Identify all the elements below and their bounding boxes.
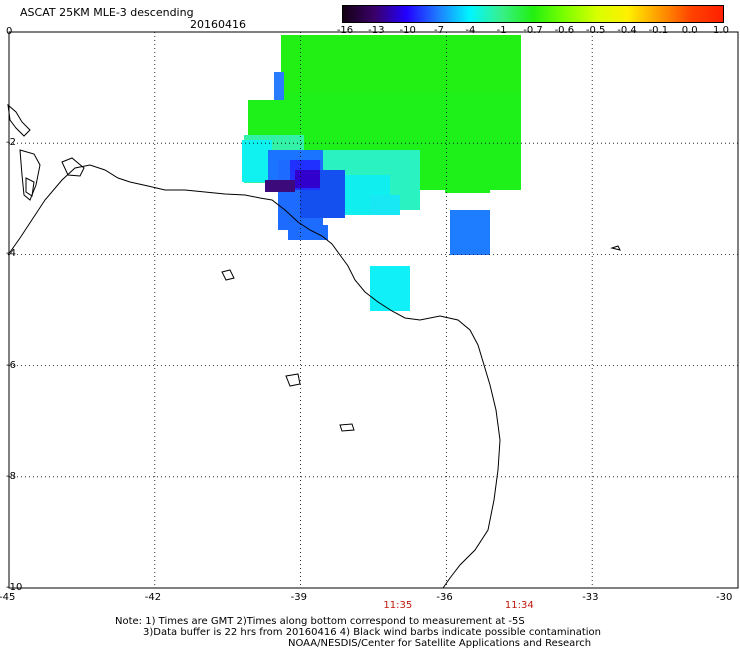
longitude-tick-label: -30 [716,592,733,603]
swath-cell [242,140,272,182]
swath-cell [450,210,490,255]
coastline [7,103,621,589]
product-title: ASCAT 25KM MLE-3 descending [20,6,194,19]
swath-cell [265,180,295,192]
swath-cell [288,225,328,240]
latitude-tick-label: 0 [6,26,13,37]
colorbar-tick-label: -13 [368,25,385,36]
data-swath [242,35,521,311]
pass-time-label: 11:34 [504,600,534,611]
coastline-island [7,103,31,137]
latitude-tick-label: -8 [6,470,16,482]
longitude-tick-label: -45 [0,592,16,603]
latitude-tick-label: -4 [6,248,16,260]
product-date: 20160416 [190,18,246,31]
coastline-island [610,245,621,251]
colorbar-tick-label: -10 [399,25,416,36]
note-line-1: Note: 1) Times are GMT 2)Times along bot… [115,616,525,627]
colorbar-tick-label: -0.6 [554,25,575,36]
map-frame [8,31,739,589]
swath-cell [370,266,410,311]
longitude-tick-label: -33 [582,592,599,603]
colorbar-tick-label: -0.7 [523,25,543,36]
swath-cell [370,195,400,215]
swath-cell [274,72,284,100]
longitude-tick-label: -42 [144,592,162,603]
coastline-island [61,157,85,177]
colorbar-tick-label: -0.4 [617,25,637,36]
note-line-3: NOAA/NESDIS/Center for Satellite Applica… [288,638,592,649]
latitude-tick-label: -6 [6,359,16,371]
latitude-tick-label: -10 [6,582,23,593]
longitude-tick-label: -39 [290,592,307,603]
colorbar-tick-label: -1 [496,25,507,36]
coastline-island [339,423,355,432]
coastline-island [221,269,235,281]
coastline-mainland [7,164,501,589]
colorbar-tick-label: -4 [465,25,476,36]
colorbar-tick-label: -16 [336,25,354,36]
colorbar-tick-label: 0.0 [681,25,698,36]
colorbar-tick-label: -7 [434,25,444,36]
colorbar-tick-label: 1.0 [713,25,729,36]
coastline-island [19,149,41,201]
pass-time-label: 11:35 [383,600,413,611]
swath-cell [248,100,281,140]
swath-cell [445,185,490,193]
swath-cell [281,35,521,93]
note-line-2: 3)Data buffer is 22 hrs from 20160416 4)… [143,627,601,638]
colorbar-tick-label: -0.5 [585,25,606,36]
colorbar-tick-label: -0.1 [648,25,669,36]
swath-cell [295,170,320,188]
coastline-island [285,373,301,387]
colorbar [342,5,724,23]
coastline-island [25,177,35,197]
map-plot [7,31,739,589]
swath-cell [452,150,514,186]
latitude-tick-label: -2 [6,137,16,149]
longitude-tick-label: -36 [436,592,453,603]
